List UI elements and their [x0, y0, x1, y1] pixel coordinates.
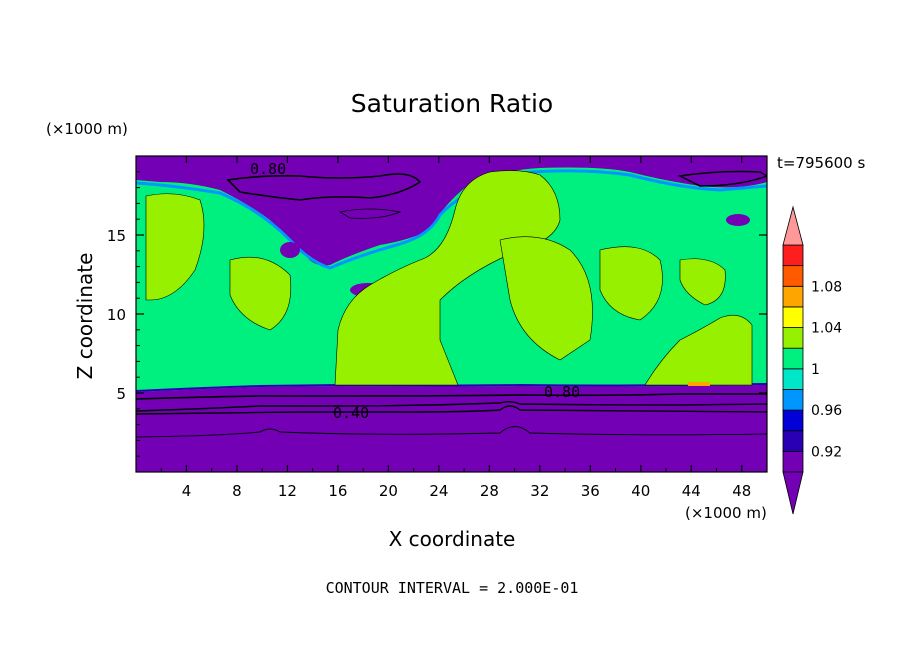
region-upper-dry-layer [136, 156, 767, 266]
colorbar-label-3: 0.96 [811, 403, 842, 419]
region-orange-spot [688, 382, 710, 386]
footer-text: CONTOUR INTERVAL = 2.000E-01 [326, 579, 579, 597]
y-units-label: (×1000 m) [46, 120, 128, 138]
colorbar-swatch-2 [782, 409, 804, 432]
colorbar-swatch-9 [782, 265, 804, 287]
colorbar-over-triangle [782, 205, 804, 246]
contour-040-lower [136, 405, 767, 415]
region-transition-band [136, 383, 767, 392]
colorbar-swatch-3 [782, 389, 804, 411]
x-tick-label-8: 36 [581, 482, 600, 500]
contour-080-upper [226, 173, 422, 201]
colorbar-label-0: 1.08 [811, 279, 842, 295]
x-tick-label-6: 28 [480, 482, 499, 500]
colorbar-swatch-10 [782, 244, 804, 267]
region-super-patch-5 [679, 258, 726, 306]
region-upper-fringe [136, 169, 767, 270]
region-super-patch-2 [499, 236, 593, 361]
contour-020-lower [136, 426, 767, 438]
x-units-label: (×1000 m) [685, 504, 767, 522]
region-lower-dry-layer [136, 385, 767, 472]
y-tick-label-1: 10 [107, 306, 126, 324]
plot-area: 0.80 0.80 0.40 [136, 156, 767, 472]
colorbar-swatch-6 [782, 327, 804, 349]
region-super-col-2 [644, 314, 753, 386]
contour-upper-inner [338, 208, 402, 219]
colorbar-swatch-8 [782, 285, 804, 308]
blob-2 [280, 242, 300, 258]
contour-060-lower [136, 401, 767, 412]
y-tick-label-2: 15 [107, 227, 126, 245]
colorbar-swatch-1 [782, 430, 804, 452]
contour-080-upper-right [677, 170, 767, 187]
x-tick-label-3: 16 [328, 482, 347, 500]
contour-080-lower [136, 393, 767, 400]
contour-label-lower-right: 0.80 [544, 383, 580, 401]
x-tick-label-5: 24 [429, 482, 448, 500]
y-axis-label: Z coordinate [73, 253, 97, 380]
colorbar-swatch-4 [782, 368, 804, 390]
colorbar-label-2: 1 [811, 362, 820, 378]
x-tick-label-10: 44 [682, 482, 701, 500]
region-super-patch-4 [229, 256, 292, 331]
colorbar-label-1: 1.04 [811, 321, 842, 337]
y-axis-ticks: 5 10 15 [107, 171, 767, 457]
region-super-patch-1 [145, 193, 205, 301]
colorbar: 1.08 1.04 1 0.96 0.92 [782, 205, 842, 515]
x-tick-label-7: 32 [530, 482, 549, 500]
time-label: t=795600 s [777, 154, 865, 172]
colorbar-swatch-7 [782, 306, 804, 328]
x-tick-label-11: 48 [732, 482, 751, 500]
x-tick-label-2: 12 [278, 482, 297, 500]
x-axis-label: X coordinate [389, 527, 516, 551]
blob-3 [726, 214, 750, 226]
chart-title: Saturation Ratio [351, 89, 553, 118]
contour-label-lower-left: 0.40 [333, 404, 369, 422]
colorbar-swatch-0 [782, 450, 804, 473]
contour-label-upper: 0.80 [250, 160, 286, 178]
x-tick-label-0: 4 [182, 482, 192, 500]
colorbar-swatch-5 [782, 347, 804, 370]
x-tick-label-4: 20 [379, 482, 398, 500]
colorbar-label-4: 0.92 [811, 444, 842, 460]
x-tick-label-1: 8 [232, 482, 242, 500]
x-axis-ticks: 4 8 12 16 20 24 28 32 36 40 44 48 [160, 156, 751, 500]
x-tick-label-9: 40 [631, 482, 650, 500]
colorbar-under-triangle [782, 471, 804, 515]
region-super-patch-3 [599, 246, 663, 321]
y-tick-label-0: 5 [116, 385, 126, 403]
